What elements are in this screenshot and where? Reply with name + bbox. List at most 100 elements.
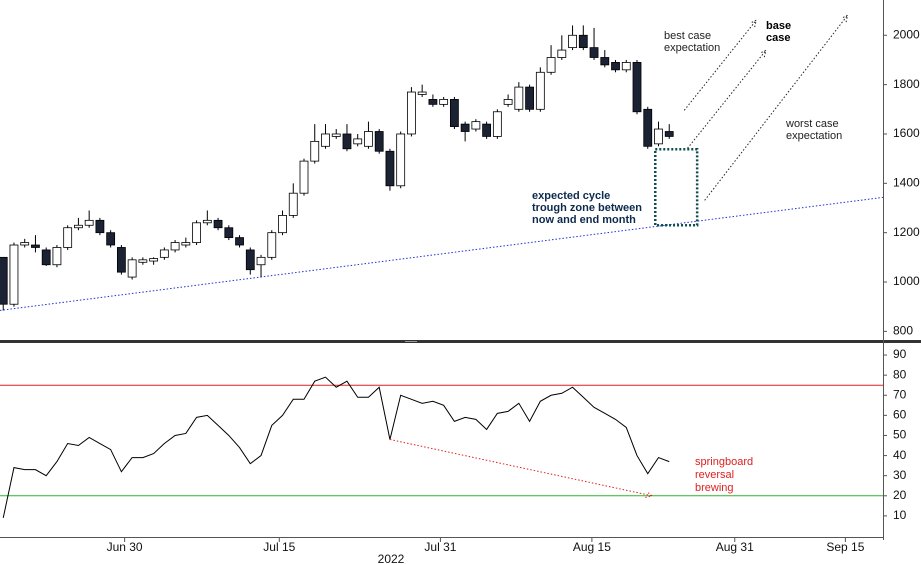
candle-body — [482, 123, 492, 137]
annotation: expectation — [664, 42, 720, 54]
candle-body — [460, 123, 470, 132]
y-tick-label: 10 — [893, 508, 907, 522]
candle-body — [31, 244, 40, 248]
annotation: case — [766, 32, 790, 44]
candle-body — [621, 62, 631, 71]
candle-body — [181, 242, 191, 246]
arrow-head — [645, 491, 654, 498]
y-tick-label: 20 — [893, 488, 907, 502]
candle-body — [643, 108, 653, 147]
candle-body — [9, 244, 19, 305]
annotation: worst case — [785, 118, 839, 130]
candle-body — [589, 47, 599, 58]
annotation: now and end month — [532, 214, 636, 226]
x-tick-label: Jul 15 — [263, 540, 295, 554]
annotation: brewing — [695, 482, 734, 494]
candle-body — [288, 192, 298, 216]
candle-body — [170, 242, 180, 251]
candle-body — [116, 247, 126, 273]
candle-body — [428, 99, 438, 105]
x-tick-label: Aug 31 — [716, 540, 754, 554]
candle-body — [235, 237, 244, 246]
arrow-head — [759, 49, 767, 58]
x-tick-label: Jul 31 — [424, 540, 456, 554]
divergence-arrow — [389, 439, 653, 497]
candle-body — [138, 259, 148, 263]
y-tick-label: 40 — [893, 448, 907, 462]
trough-zone — [654, 148, 699, 227]
y-tick-label: 30 — [893, 468, 907, 482]
y-tick-label: 70 — [893, 387, 907, 401]
candle-body — [568, 34, 577, 49]
annotation: expected cycle — [532, 190, 610, 202]
candle-body — [310, 140, 320, 162]
candle-body — [106, 232, 116, 246]
candle-body — [439, 99, 449, 105]
candle-body — [267, 232, 277, 258]
x-tick-label: Sep 15 — [826, 540, 864, 554]
y-tick-label: 1200 — [893, 225, 920, 239]
candle-body — [127, 259, 137, 278]
candle-body — [535, 71, 545, 110]
candle-body — [449, 99, 459, 127]
candle-body — [63, 227, 73, 248]
y-tick-label: 1400 — [893, 175, 920, 189]
candle-body — [611, 62, 620, 71]
trendline — [0, 196, 884, 311]
candle-body — [503, 99, 513, 105]
y-tick-label: 800 — [893, 324, 913, 338]
candle-body — [353, 138, 363, 145]
annotation: springboard — [695, 456, 753, 468]
candle-body — [632, 62, 642, 113]
y-tick-label: 1800 — [893, 77, 920, 91]
candle-body — [321, 133, 330, 147]
candle-body — [159, 249, 169, 258]
arrow-head — [749, 19, 757, 28]
candle-body — [84, 219, 94, 226]
candle-body — [331, 133, 341, 137]
candle-body — [525, 86, 534, 110]
annotation: expectation — [786, 130, 842, 142]
candle-body — [52, 247, 62, 266]
y-tick-label: 1600 — [893, 126, 920, 140]
candle-body — [514, 86, 524, 110]
candle-body — [202, 219, 212, 224]
candle-body — [385, 150, 395, 187]
x-tick-label: Aug 15 — [573, 540, 611, 554]
candle-body — [492, 111, 502, 137]
candle-body — [364, 131, 373, 147]
candle-body — [299, 160, 309, 194]
candle-body — [20, 242, 30, 246]
candle-body — [192, 222, 201, 243]
candle-body — [374, 131, 384, 152]
candle-body — [578, 34, 588, 49]
candle-body — [557, 49, 567, 58]
candle-body — [600, 57, 610, 66]
candle-body — [417, 91, 427, 95]
candle-body — [546, 57, 556, 73]
x-axis-label: 2022 — [378, 552, 405, 564]
annotation: best case — [664, 30, 711, 42]
candle-body — [396, 133, 406, 187]
annotation: trough zone between — [532, 202, 642, 214]
candle-body — [149, 258, 159, 262]
candle-body — [664, 131, 674, 137]
candle-body — [471, 121, 481, 130]
x-tick-label: Jun 30 — [107, 540, 143, 554]
annotation: base — [766, 20, 791, 32]
candle-body — [278, 214, 287, 234]
y-tick-label: 50 — [893, 428, 907, 442]
candle-body — [245, 249, 255, 271]
candle-body — [654, 128, 663, 145]
arrow-head — [841, 14, 849, 23]
candle-body — [342, 133, 352, 150]
y-tick-label: 60 — [893, 408, 907, 422]
candle-body — [41, 249, 51, 266]
y-tick-label: 90 — [893, 347, 907, 361]
candle-body — [407, 91, 416, 135]
y-tick-label: 80 — [893, 367, 907, 381]
y-tick-label: 2000 — [893, 27, 920, 41]
scenario-arrow — [687, 50, 767, 149]
candle-body — [256, 256, 266, 266]
